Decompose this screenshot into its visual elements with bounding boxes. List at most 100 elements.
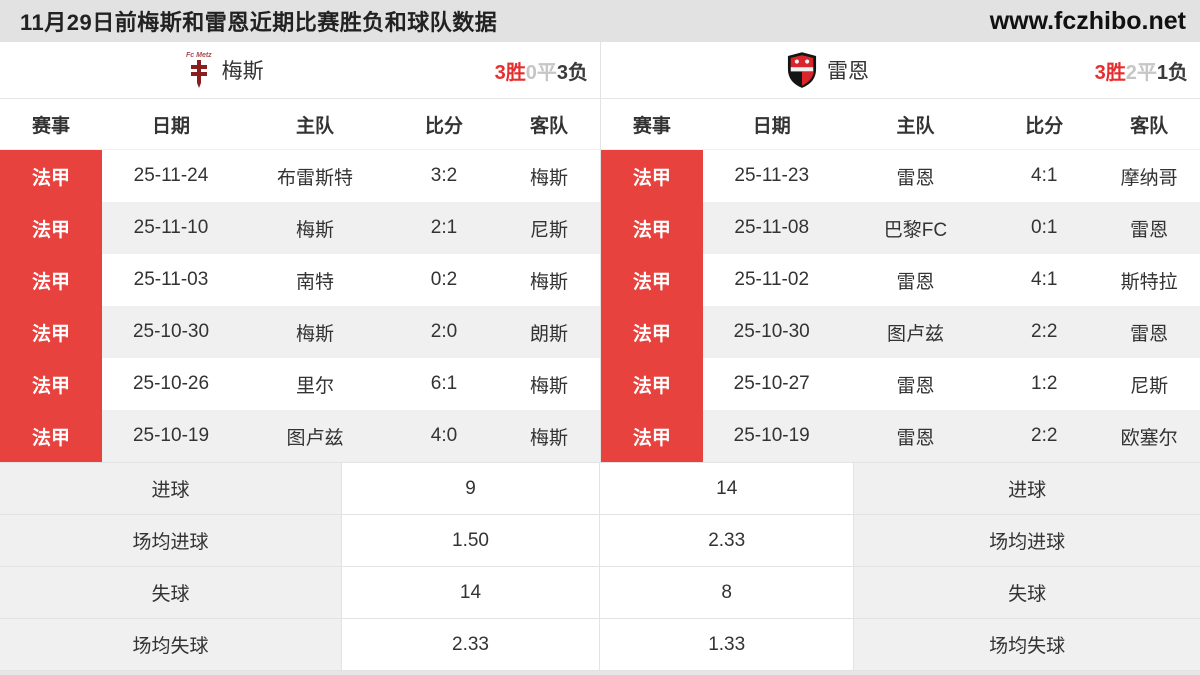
match-date: 25-11-24 [133,165,209,186]
site-watermark: www.fczhibo.net [989,6,1186,35]
stats-row-conceded: 失球 14 8 失球 [0,567,1200,619]
home-team: 巴黎FC [883,219,948,241]
page-title: 11月29日前梅斯和雷恩近期比赛胜负和球队数据 [20,10,498,35]
right-table-header: 赛事 日期 主队 比分 客队 [601,99,1200,150]
stats-row-goals: 进球 9 14 进球 [0,463,1200,515]
title-bar: 11月29日前梅斯和雷恩近期比赛胜负和球队数据 www.fczhibo.net [0,0,1200,42]
left-team-header: Fc Metz 梅斯 3胜0平3负 [0,42,600,98]
table-row: 法甲 25-10-27 雷恩 1:2 尼斯 [601,358,1200,410]
home-team: 图卢兹 [286,427,344,449]
away-team: 梅斯 [529,375,568,397]
team-stats-section: 进球 9 14 进球 场均进球 1.50 2.33 场均进球 失球 14 8 失… [0,462,1200,671]
away-team: 尼斯 [529,219,568,241]
match-score: 0:1 [1031,217,1058,238]
match-date: 25-10-26 [132,373,210,394]
team-header-row: Fc Metz 梅斯 3胜0平3负 [0,42,1200,99]
home-team: 里尔 [295,375,334,397]
match-date: 25-11-23 [734,165,810,186]
left-team-identity: Fc Metz 梅斯 [186,52,264,88]
match-score: 6:1 [430,373,458,394]
right-record-draws: 2平 [1125,61,1157,84]
league-badge: 法甲 [0,254,102,306]
right-stat-value: 14 [600,463,855,514]
right-stat-value: 2.33 [600,515,855,566]
away-team: 欧塞尔 [1120,427,1178,449]
left-record-draws: 0平 [525,61,557,84]
match-date: 25-11-10 [133,217,209,238]
home-team: 图卢兹 [886,323,944,345]
col-header-home: 主队 [295,115,334,137]
home-team: 梅斯 [295,323,334,345]
league-badge: 法甲 [0,150,102,202]
left-stat-label: 进球 [0,463,342,514]
table-row: 法甲 25-11-03 南特 0:2 梅斯 [0,254,600,306]
match-date: 25-10-27 [733,373,810,394]
match-score: 2:2 [1031,321,1058,342]
table-row: 法甲 25-10-19 图卢兹 4:0 梅斯 [0,410,600,462]
col-header-date: 日期 [151,115,190,137]
left-stat-value: 9 [342,463,600,514]
match-tables: 赛事 日期 主队 比分 客队 法甲 25-11-24 布雷斯特 3:2 梅斯 法… [0,99,1200,462]
left-team-record: 3胜0平3负 [495,56,588,85]
left-team-name: 梅斯 [221,60,264,83]
left-stat-value: 2.33 [342,619,600,670]
table-row: 法甲 25-11-08 巴黎FC 0:1 雷恩 [601,202,1200,254]
home-team: 布雷斯特 [276,167,353,189]
league-badge: 法甲 [0,202,102,254]
right-stat-label: 场均进球 [854,515,1200,566]
right-stat-label: 进球 [854,463,1200,514]
match-score: 1:2 [1031,373,1058,394]
right-record-losses: 1负 [1156,61,1188,84]
home-team: 雷恩 [896,167,935,189]
home-team: 雷恩 [896,427,935,449]
league-badge: 法甲 [601,410,703,462]
right-team-record: 3胜2平1负 [1095,56,1188,85]
col-header-home: 主队 [896,115,935,137]
match-score: 2:2 [1031,425,1058,446]
home-team: 梅斯 [295,219,334,241]
right-stat-label: 场均失球 [854,619,1200,670]
match-date: 25-10-19 [132,425,210,446]
col-header-league: 赛事 [632,115,671,137]
fc-metz-caption: Fc Metz [186,52,212,59]
table-row: 法甲 25-11-02 雷恩 4:1 斯特拉 [601,254,1200,306]
match-score: 0:2 [430,269,458,290]
match-date: 25-10-30 [733,321,810,342]
right-team-identity: 雷恩 [787,51,869,89]
away-team: 雷恩 [1130,323,1169,345]
table-row: 法甲 25-10-26 里尔 6:1 梅斯 [0,358,600,410]
home-team: 雷恩 [896,375,935,397]
match-date: 25-11-08 [734,217,810,238]
table-row: 法甲 25-10-19 雷恩 2:2 欧塞尔 [601,410,1200,462]
left-record-losses: 3负 [556,61,588,84]
col-header-away: 客队 [529,115,568,137]
col-header-date: 日期 [752,115,791,137]
away-team: 雷恩 [1130,219,1169,241]
left-stat-label: 失球 [0,567,342,618]
match-date: 25-10-30 [132,321,210,342]
left-table-header: 赛事 日期 主队 比分 客队 [0,99,600,150]
match-score: 2:0 [430,321,458,342]
match-score: 3:2 [430,165,458,186]
league-badge: 法甲 [0,306,102,358]
away-team: 朗斯 [529,323,568,345]
col-header-score: 比分 [424,115,463,137]
stade-rennais-crest-icon [787,51,817,89]
right-team-name: 雷恩 [827,60,869,83]
left-stat-label: 场均失球 [0,619,342,670]
league-badge: 法甲 [601,202,703,254]
match-score: 4:0 [430,425,458,446]
col-header-league: 赛事 [31,115,70,137]
away-team: 梅斯 [529,427,568,449]
away-team: 尼斯 [1130,375,1169,397]
fc-metz-crest-icon: Fc Metz [186,52,212,88]
match-score: 4:1 [1031,165,1058,186]
bottom-edge-strip [0,671,1200,675]
right-match-table: 赛事 日期 主队 比分 客队 法甲 25-11-23 雷恩 4:1 摩纳哥 法甲… [600,99,1200,462]
table-row: 法甲 25-11-23 雷恩 4:1 摩纳哥 [601,150,1200,202]
league-badge: 法甲 [601,306,703,358]
table-row: 法甲 25-11-24 布雷斯特 3:2 梅斯 [0,150,600,202]
away-team: 梅斯 [529,271,568,293]
league-badge: 法甲 [601,254,703,306]
